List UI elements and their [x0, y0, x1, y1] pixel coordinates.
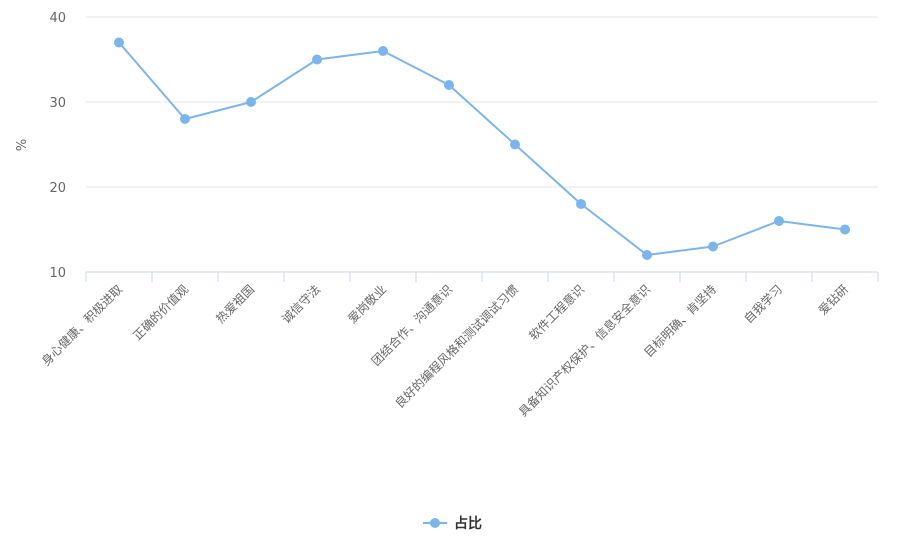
x-tick-label: 具备知识产权保护、信息安全意识 — [515, 282, 653, 420]
series-line — [114, 37, 850, 260]
data-point[interactable] — [312, 54, 322, 65]
x-tick-label: 自我学习 — [741, 282, 786, 327]
data-point[interactable] — [708, 241, 718, 252]
x-tick-label: 爱岗敬业 — [345, 282, 389, 326]
legend[interactable]: 占比 — [423, 515, 482, 532]
legend-label: 占比 — [454, 515, 482, 532]
data-point[interactable] — [180, 114, 190, 124]
y-tick-label: 20 — [49, 181, 66, 196]
y-tick-label: 30 — [49, 96, 66, 111]
y-tick-label: 40 — [49, 11, 66, 26]
data-point[interactable] — [510, 139, 520, 150]
x-tick-label: 热爱祖国 — [213, 282, 258, 327]
data-point[interactable] — [378, 46, 388, 56]
y-tick-label: 10 — [49, 266, 66, 281]
x-tick-label: 良好的编程风格和测试调试习惯 — [392, 282, 521, 411]
data-point[interactable] — [840, 224, 850, 235]
data-point[interactable] — [774, 216, 784, 226]
series-path — [118, 41, 846, 256]
y-axis-label: % — [15, 139, 30, 151]
grid-lines — [86, 16, 878, 188]
x-tick-label: 爱钻研 — [815, 282, 851, 318]
data-point[interactable] — [642, 250, 652, 260]
y-axis: 10 20 30 40 — [49, 11, 66, 281]
data-point[interactable] — [114, 37, 124, 48]
x-tick-label: 软件工程意识 — [526, 282, 588, 344]
x-tick-label: 诚信守法 — [279, 282, 323, 326]
data-point[interactable] — [444, 80, 454, 90]
x-tick-label: 正确的价值观 — [130, 282, 192, 344]
data-point[interactable] — [576, 199, 586, 209]
legend-point-marker — [430, 518, 440, 528]
x-axis: 身心健康、积极进取 正确的价值观 热爱祖国 诚信守法 爱岗敬业团结合作、沟通意识良好的编… — [38, 271, 879, 420]
data-point[interactable] — [246, 97, 256, 107]
x-tick-label: 身心健康、积极进取 — [38, 282, 125, 369]
x-tick-label: 目标明确、肯坚持 — [641, 282, 719, 360]
